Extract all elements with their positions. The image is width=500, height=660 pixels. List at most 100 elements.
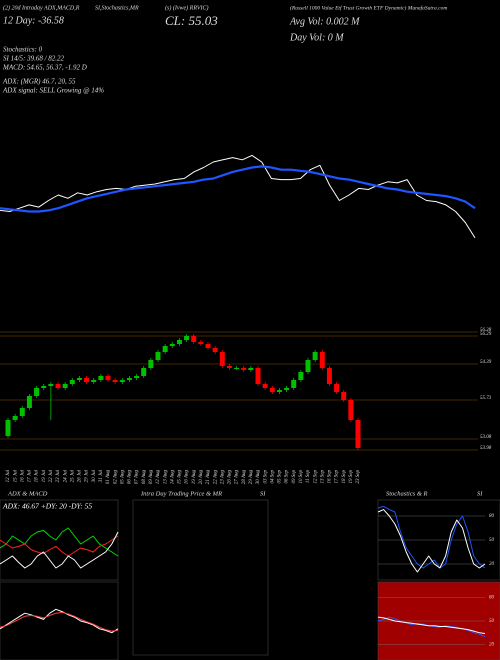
candle-body [219,352,225,366]
x-tick-label: 06 Sep [285,470,290,484]
x-tick-label: 04 Sep [270,470,275,484]
candle-body [98,376,104,380]
candle-body [19,408,25,416]
x-tick-label: 13 Aug [163,470,168,485]
x-tick-label: 16 Jul [20,469,25,482]
panel-title: ADX & MACD [7,490,48,497]
x-tick-label: 16 Aug [185,470,190,485]
series-line [377,505,486,569]
price-label: 56.29 [480,332,492,337]
candle-body [241,368,247,370]
x-tick-label: 27 Aug [235,470,240,485]
header-text: SI,Stochastics,MR [95,5,139,11]
candle-body [319,352,325,368]
candle-body [334,384,340,392]
candle-body [69,380,75,384]
header-text: SI 14/5: 39.68 / 82.22 [3,55,65,63]
candle-body [312,352,318,360]
candle-body [26,396,32,408]
candle-body [191,336,197,342]
x-tick-label: 17 Jul [28,469,33,482]
x-tick-label: 29 Jul [85,469,90,482]
x-tick-label: 11 Sep [306,470,311,484]
x-tick-label: 26 Jul [78,469,83,482]
candle-body [276,390,282,392]
candle-body [212,348,218,352]
header-text: 12 Day: -36.58 [3,15,64,26]
header-text: MACD: 54.65, 56.37, -1.92 D [2,64,87,72]
panel-subtitle: SI [260,490,266,497]
series-line [0,535,119,557]
candle-body [84,378,90,382]
candle-body [255,368,261,384]
x-tick-label: 05 Aug [120,470,125,485]
x-tick-label: 23 Sep [356,470,361,484]
candle-body [169,344,175,346]
x-tick-label: 30 Aug [256,470,261,485]
header-text: Avg Vol: 0.002 M [289,16,360,27]
candle-body [184,336,190,340]
candle-body [341,392,347,400]
x-tick-label: 10 Sep [299,470,304,484]
y-tick-label: 20 [489,562,495,567]
x-tick-label: 20 Aug [199,470,204,485]
x-tick-label: 12 Jul [6,469,11,482]
y-tick-label: 80 [489,596,495,601]
x-tick-label: 21 Aug [206,470,211,485]
x-tick-label: 09 Sep [292,470,297,484]
series-line [0,611,119,632]
x-tick-label: 19 Sep [349,470,354,484]
candle-body [284,388,290,390]
x-tick-label: 24 Jul [63,469,68,482]
candle-body [269,388,275,392]
candle-body [62,384,68,388]
candle-body [12,416,18,420]
x-tick-label: 18 Jul [35,469,40,482]
x-tick-label: 06 Aug [128,470,133,485]
candle-body [248,368,254,370]
series-line [0,165,476,213]
candle-body [205,344,211,348]
candle-body [234,368,240,369]
candle-body [41,386,47,388]
x-tick-label: 14 Aug [170,470,175,485]
x-tick-label: 26 Aug [228,470,233,485]
candle-body [198,342,204,344]
candle-body [119,380,125,382]
x-tick-label: 13 Sep [320,470,325,484]
x-tick-label: 16 Sep [328,470,333,484]
candle-body [76,378,82,380]
x-tick-label: 15 Jul [13,469,18,482]
x-tick-label: 03 Sep [263,470,268,484]
candle-body [5,420,11,436]
panel-title: Intra Day Trading Price & MR [140,490,222,497]
series-line [0,531,119,569]
header-text: (s) (Ivwe) RRVIC) [165,4,209,11]
series-line [0,527,119,557]
panel-title: Stochastics & R [386,490,428,497]
header-text: ADX: (MGR) 46.7, 20, 55 [2,78,76,86]
series-line [377,616,486,634]
header-text: Stochastics: 0 [3,46,43,54]
candle-body [55,384,61,388]
candle-body [348,400,354,420]
candle-body [291,380,297,388]
header-text: ADX signal: SELL Growing @ 14% [2,87,104,95]
x-tick-label: 25 Jul [70,469,75,482]
price-label: 56.28 [480,328,492,333]
price-label: 53.98 [480,446,492,451]
panel-frame [0,581,119,660]
panel-subtitle: SI [477,490,483,497]
x-tick-label: 02 Aug [113,470,118,485]
candle-body [34,388,40,396]
x-tick-label: 19 Aug [192,470,197,485]
price-label: 55.73 [480,396,492,401]
candle-body [105,376,111,380]
panel-label: ADX: 46.67 +DY: 20 -DY: 55 [2,502,92,511]
panel-frame [0,499,119,581]
x-tick-label: 12 Aug [156,470,161,485]
candle-body [305,360,311,372]
x-tick-label: 22 Jul [49,469,54,482]
candle-body [226,366,232,368]
